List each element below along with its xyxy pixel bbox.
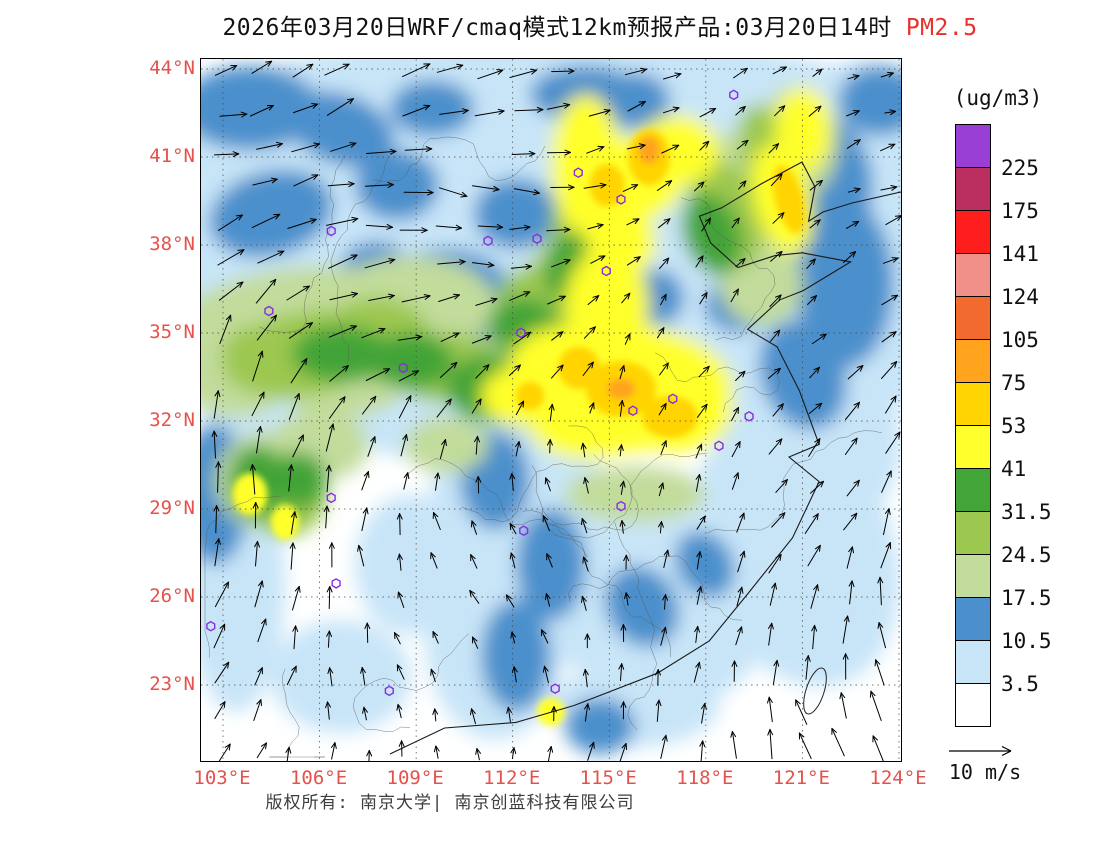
lon-label: 106°E [289, 767, 348, 789]
colorbar-cell [955, 554, 991, 598]
colorbar-cell [955, 253, 991, 297]
lon-label: 115°E [579, 767, 637, 789]
province-borders [204, 136, 882, 758]
lat-label: 23°N [149, 673, 195, 695]
lon-label: 121°E [772, 767, 830, 789]
colorbar-label: 141 [1001, 242, 1039, 266]
colorbar-cell [955, 382, 991, 426]
lon-label: 124°E [869, 767, 927, 789]
city-marker-hexagon [550, 683, 560, 695]
copyright-text: 版权所有: 南京大学| 南京创蓝科技有限公司 [265, 793, 635, 813]
page-title: 2026年03月20日WRF/cmaq模式12km预报产品:03月20日14时 P… [100, 8, 1100, 42]
city-marker-hexagon [516, 327, 526, 339]
colorbar-cell [955, 124, 991, 168]
city-marker-hexagon [264, 305, 274, 317]
city-marker-hexagon [384, 685, 394, 697]
city-markers [206, 89, 754, 697]
colorbar-label: 41 [1001, 457, 1027, 481]
lat-label: 35°N [149, 321, 195, 343]
city-marker-hexagon [628, 405, 638, 417]
colorbar-label: 10.5 [1001, 629, 1052, 653]
city-marker-hexagon [532, 233, 542, 245]
lat-label: 38°N [149, 233, 195, 255]
colorbar-label: 3.5 [1001, 672, 1039, 696]
colorbar-cell [955, 683, 991, 727]
title-pollutant: PM2.5 [905, 15, 978, 41]
colorbar-cell [955, 468, 991, 512]
colorbar-label: 225 [1001, 156, 1039, 180]
colorbar-cell [955, 597, 991, 641]
lat-label: 41°N [149, 145, 195, 167]
city-marker-hexagon [398, 362, 408, 374]
city-marker-hexagon [601, 265, 611, 277]
colorbar-label: 53 [1001, 414, 1027, 438]
city-marker-hexagon [326, 225, 336, 237]
colorbar-cell [955, 167, 991, 211]
wind-scale-label: 10 m/s [948, 760, 1022, 784]
colorbar-cell [955, 339, 991, 383]
city-marker-hexagon [483, 235, 493, 247]
lat-label: 29°N [149, 497, 195, 519]
contour-fill-layer [201, 59, 901, 754]
wind-scale-arrow [949, 745, 1012, 757]
colorbar-label: 105 [1001, 328, 1039, 352]
colorbar-unit-label: (ug/m3) [953, 86, 1043, 110]
colorbar-label: 175 [1001, 199, 1039, 223]
colorbar-label: 17.5 [1001, 586, 1052, 610]
lat-label: 44°N [149, 57, 195, 79]
map-canvas [201, 59, 901, 761]
taiwan-island [803, 667, 827, 715]
coastline [389, 161, 901, 755]
city-marker-hexagon [616, 500, 626, 512]
colorbar-cell [955, 425, 991, 469]
forecast-map [200, 58, 902, 762]
city-marker-hexagon [744, 410, 754, 422]
city-marker-hexagon [714, 440, 724, 452]
city-marker-hexagon [573, 167, 583, 179]
colorbar-label: 31.5 [1001, 500, 1052, 524]
colorbar-cell [955, 511, 991, 555]
lon-label: 118°E [676, 767, 734, 789]
city-marker-hexagon [616, 194, 626, 205]
lon-label: 109°E [386, 767, 444, 789]
colorbar-cell [955, 210, 991, 254]
city-marker-hexagon [331, 578, 341, 589]
colorbar-label: 124 [1001, 285, 1039, 309]
city-marker-hexagon [729, 89, 739, 101]
lon-label: 112°E [483, 767, 541, 789]
lat-label: 32°N [149, 409, 195, 431]
city-marker-hexagon [519, 525, 529, 537]
wind-vectors [211, 60, 901, 761]
city-marker-hexagon [326, 492, 336, 504]
colorbar-cell [955, 640, 991, 684]
title-text: 2026年03月20日WRF/cmaq模式12km预报产品:03月20日14时 [222, 15, 892, 41]
colorbar-cell [955, 296, 991, 340]
colorbar-label: 24.5 [1001, 543, 1052, 567]
city-marker-hexagon [206, 620, 216, 632]
colorbar-label: 75 [1001, 371, 1027, 395]
lon-label: 103°E [193, 767, 251, 789]
lat-label: 26°N [149, 585, 195, 607]
city-marker-hexagon [668, 393, 678, 405]
colorbar-swatches [955, 124, 991, 727]
